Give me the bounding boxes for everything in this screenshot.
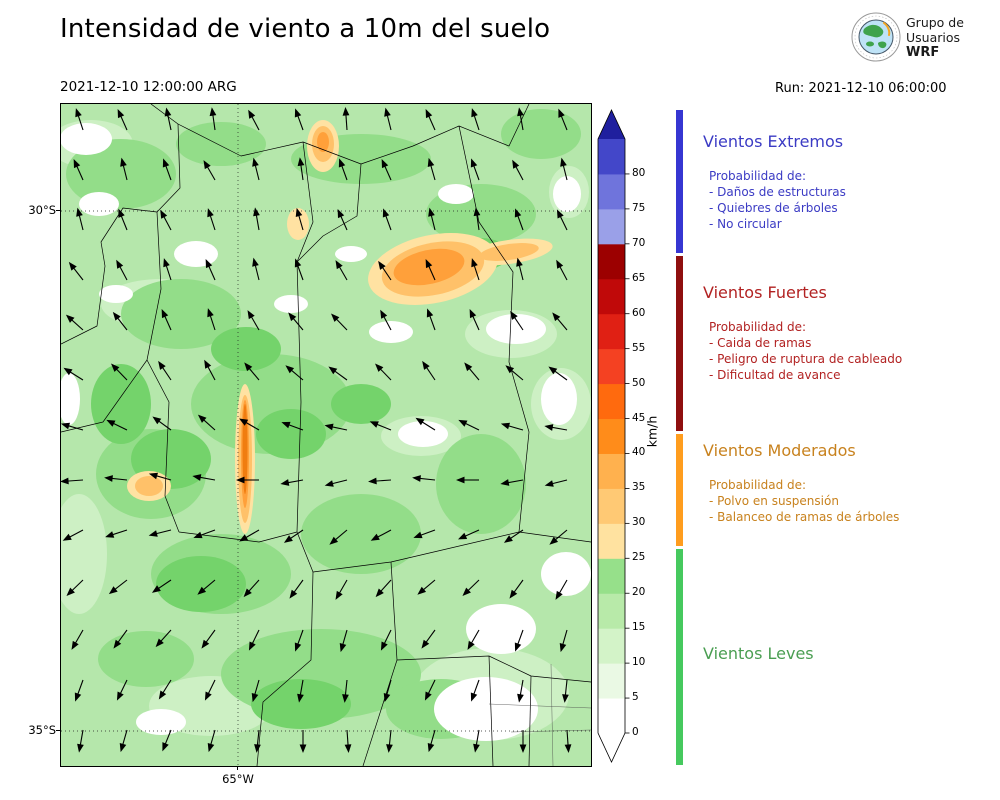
page-title: Intensidad de viento a 10m del suelo — [60, 14, 551, 44]
legend-bar-leves — [676, 549, 683, 765]
colorbar-segments — [597, 109, 630, 763]
legend-title: Vientos Leves — [703, 644, 814, 663]
legend-item: - Dificultad de avance — [709, 368, 841, 382]
colorbar-tick-label: 10 — [632, 656, 646, 669]
logo-text-wrf: WRF — [906, 45, 940, 60]
colorbar-tick-labels: 0 5 10 15 20 25 30 35 40 45 50 55 60 65 70 75 80 — [632, 0, 666, 800]
colorbar — [597, 109, 630, 763]
colorbar-tick-label: 50 — [632, 376, 646, 389]
legend-section-extremos: Vientos Extremos Probabilidad de: - Daño… — [703, 132, 995, 232]
legend-probability-label: Probabilidad de: — [709, 169, 807, 183]
lat-lon-gridlines — [61, 104, 591, 766]
legend-probability-label: Probabilidad de: — [709, 320, 807, 334]
legend-item: - Daños de estructuras — [709, 185, 846, 199]
y-tickmark-35s — [56, 730, 60, 731]
colorbar-unit-label: km/h — [644, 415, 660, 448]
colorbar-tick-label: 0 — [632, 726, 639, 738]
wrf-logo-globe-icon — [851, 12, 901, 62]
colorbar-tick-label: 70 — [632, 236, 646, 249]
wind-map — [60, 103, 592, 767]
legend-item: - Polvo en suspensión — [709, 494, 839, 508]
colorbar-tick-label: 20 — [632, 586, 646, 599]
logo-text-line1: Grupo de — [906, 15, 964, 30]
legend-section-moderados: Vientos Moderados Probabilidad de: - Pol… — [703, 441, 995, 525]
colorbar-tick-label: 15 — [632, 621, 646, 634]
legend-bar-moderados — [676, 434, 683, 546]
colorbar-tick-label: 60 — [632, 306, 646, 319]
colorbar-tick-label: 75 — [632, 201, 646, 214]
wind-arrows — [61, 107, 572, 753]
map-canvas — [61, 104, 591, 766]
run-time-label: Run: 2021-12-10 06:00:00 — [775, 81, 947, 96]
y-axis-label-35s: 35°S — [28, 723, 56, 737]
legend-item: - Balanceo de ramas de árboles — [709, 510, 900, 524]
colorbar-tick-label: 40 — [632, 446, 646, 459]
logo-text-line2: Usuarios — [906, 30, 961, 45]
department-boundaries — [488, 663, 591, 766]
colorbar-tick-label: 45 — [632, 411, 646, 424]
logo-text: Grupo de Usuarios WRF — [906, 15, 964, 60]
colorbar-tick-label: 30 — [632, 516, 646, 529]
colorbar-tick-label: 65 — [632, 271, 646, 284]
legend-item: - Quiebres de árboles — [709, 201, 838, 215]
legend-title: Vientos Extremos — [703, 132, 844, 151]
legend-title: Vientos Moderados — [703, 441, 856, 460]
legend-section-fuertes: Vientos Fuertes Probabilidad de: - Caida… — [703, 283, 995, 383]
legend-title: Vientos Fuertes — [703, 283, 827, 302]
legend-section-leves: Vientos Leves — [703, 644, 995, 680]
province-boundaries — [61, 104, 591, 766]
x-tickmark-65w — [237, 766, 238, 770]
colorbar-tick-label: 35 — [632, 481, 646, 494]
y-tickmark-30s — [56, 210, 60, 211]
colorbar-tick-label: 25 — [632, 551, 646, 564]
legend-probability-label: Probabilidad de: — [709, 478, 807, 492]
colorbar-tick-label: 5 — [632, 691, 639, 704]
legend-item: - No circular — [709, 217, 782, 231]
legend-item: - Caida de ramas — [709, 336, 812, 350]
colorbar-tick-label: 80 — [632, 166, 646, 179]
colorbar-tick-label: 55 — [632, 341, 646, 354]
y-axis-label-30s: 30°S — [28, 203, 56, 217]
legend-bar-extremos — [676, 110, 683, 253]
x-axis-label-65w: 65°W — [222, 772, 254, 786]
valid-time-label: 2021-12-10 12:00:00 ARG — [60, 79, 237, 95]
legend-item: - Peligro de ruptura de cableado — [709, 352, 903, 366]
legend-bar-fuertes — [676, 256, 683, 431]
wind-intensity-shading — [61, 109, 591, 741]
